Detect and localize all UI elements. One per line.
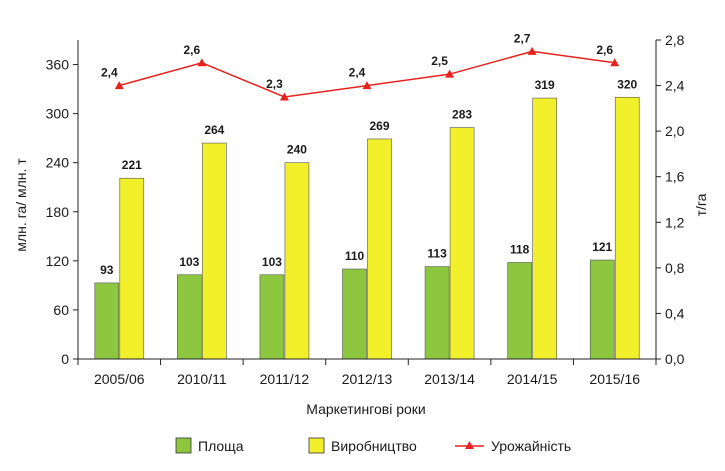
data-label-area: 113 xyxy=(427,247,447,261)
y-tick-label: 0 xyxy=(61,351,69,367)
legend-label-yield: Урожайність xyxy=(491,438,571,454)
data-label-area: 118 xyxy=(510,242,530,256)
y2-tick-label: 2,8 xyxy=(665,32,685,48)
data-label-area: 103 xyxy=(262,255,282,269)
bar-area xyxy=(259,274,285,360)
data-label-area: 121 xyxy=(592,240,612,254)
legend-swatch-production xyxy=(308,437,325,454)
bar-production xyxy=(614,96,640,360)
bar-production xyxy=(449,127,475,360)
x-tick-label: 2014/15 xyxy=(507,371,558,387)
data-label-production: 269 xyxy=(369,119,389,133)
legend-marker-yield xyxy=(465,441,474,449)
x-tick-label: 2012/13 xyxy=(342,371,393,387)
data-label-area: 103 xyxy=(179,255,199,269)
data-label-yield: 2,4 xyxy=(349,66,366,80)
x-axis-title: Маркетингові роки xyxy=(306,401,426,417)
yield-marker xyxy=(279,92,289,101)
y2-tick-label: 0,8 xyxy=(665,260,685,276)
x-tick-label: 2013/14 xyxy=(424,371,475,387)
x-tick-label: 2005/06 xyxy=(94,371,145,387)
y-tick-label: 60 xyxy=(53,302,69,318)
yield-line-group xyxy=(114,46,620,101)
data-label-yield: 2,4 xyxy=(101,66,118,80)
y-tick-label: 180 xyxy=(46,204,70,220)
legend-label-area: Площа xyxy=(198,438,244,454)
data-label-production: 264 xyxy=(204,123,224,137)
legend: Площа Виробництво Урожайність xyxy=(175,437,571,454)
y-tick-label: 120 xyxy=(46,253,70,269)
bar-production xyxy=(202,142,227,360)
data-label-area: 110 xyxy=(345,249,365,263)
y-tick-label: 360 xyxy=(46,57,70,73)
yield-marker xyxy=(114,81,124,90)
data-label-area: 93 xyxy=(100,263,114,277)
y2-tick-label: 0,4 xyxy=(665,305,685,321)
bar-area xyxy=(424,266,450,360)
data-label-yield: 2,6 xyxy=(596,43,613,57)
bar-production xyxy=(119,177,145,360)
bar-production xyxy=(367,138,392,360)
x-tick-label: 2010/11 xyxy=(177,371,227,387)
data-label-production: 221 xyxy=(122,158,142,172)
bar-area xyxy=(177,274,202,360)
yield-marker xyxy=(610,58,620,67)
y2-tick-label: 2,4 xyxy=(665,78,685,94)
x-tick-label: 2015/16 xyxy=(589,371,640,387)
data-label-yield: 2,3 xyxy=(266,77,283,91)
axes-group: 0 60 120 180 240 300 360 0,0 0,4 0,8 1,2 1,6 2,0 2,4 2… xyxy=(46,32,685,387)
bars-group xyxy=(94,96,640,360)
legend-swatch-area xyxy=(175,437,192,454)
y2-axis-title: т/га xyxy=(693,193,709,216)
data-label-production: 319 xyxy=(535,78,555,92)
y2-tick-label: 2,0 xyxy=(665,123,685,139)
data-label-yield: 2,7 xyxy=(514,31,531,45)
bar-area xyxy=(507,262,532,360)
y-tick-label: 300 xyxy=(46,106,70,122)
data-label-production: 320 xyxy=(617,77,637,91)
data-label-yield: 2,5 xyxy=(431,54,448,68)
yield-marker xyxy=(197,58,207,67)
bar-production xyxy=(284,162,310,360)
y-axis-title: млн. га/ млн. т xyxy=(13,158,29,252)
bar-area xyxy=(589,259,615,360)
legend-label-production: Виробництво xyxy=(331,438,417,454)
bar-area xyxy=(342,268,367,360)
y2-tick-label: 1,2 xyxy=(665,214,685,230)
bar-production xyxy=(532,97,557,360)
bar-area xyxy=(94,282,120,360)
y-tick-label: 240 xyxy=(46,155,70,171)
y2-tick-label: 1,6 xyxy=(665,169,685,185)
yield-marker xyxy=(445,69,455,78)
data-label-production: 240 xyxy=(287,143,307,157)
x-tick-label: 2011/12 xyxy=(260,371,310,387)
labels-group: 93 221 103 264 103 240 110 269 113 283 118 319 121 32… xyxy=(100,31,637,277)
yield-marker xyxy=(527,46,537,55)
data-label-production: 283 xyxy=(452,108,472,122)
yield-marker xyxy=(362,81,372,90)
y2-tick-label: 0,0 xyxy=(665,351,685,367)
data-label-yield: 2,6 xyxy=(184,43,201,57)
